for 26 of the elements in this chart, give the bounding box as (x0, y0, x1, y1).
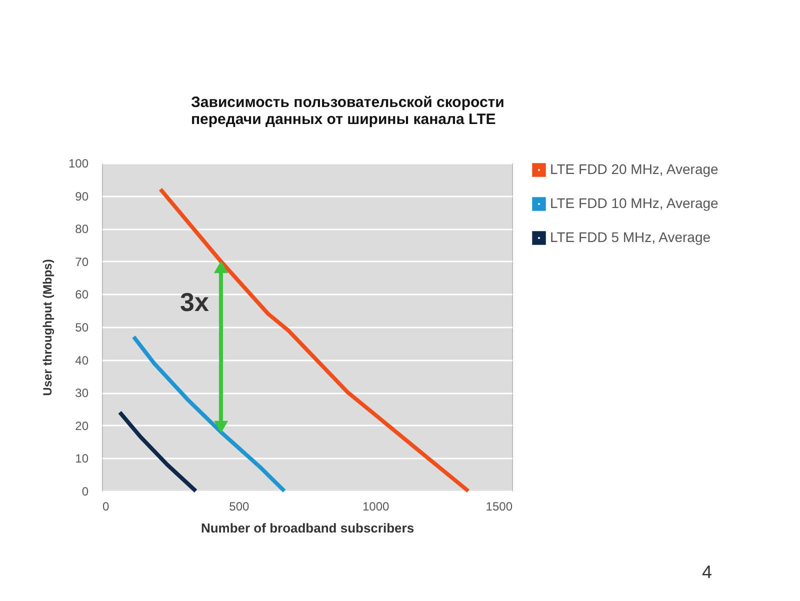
y-tick-label: 70 (75, 254, 89, 269)
legend-label: LTE FDD 10 MHz, Average (550, 195, 719, 211)
y-axis-title: User throughput (Mbps) (40, 259, 54, 396)
chart-title: Зависимость пользовательской скорости передачи данных от ширины канала LTE (190, 94, 504, 128)
y-tick-label: 100 (68, 156, 89, 170)
y-tick-label: 20 (75, 418, 89, 433)
legend-label: LTE FDD 5 MHz, Average (550, 229, 711, 245)
y-tick-label: 10 (75, 452, 89, 466)
x-tick-label: 500 (229, 500, 250, 514)
line-series (158, 187, 470, 493)
y-tick-label: 0 (82, 484, 89, 498)
y-tick-label: 30 (75, 386, 89, 400)
y-tick-label: 90 (75, 189, 89, 204)
x-tick-label: 0 (102, 500, 110, 514)
x-tick-label: 1500 (486, 500, 513, 514)
legend-label: LTE FDD 20 MHz, Average (550, 161, 719, 177)
line-series (132, 334, 286, 493)
line-series (118, 410, 198, 493)
text: 4 (702, 562, 712, 582)
y-tick-label: 40 (75, 353, 89, 368)
y-tick-label: 80 (75, 222, 89, 236)
y-tick-label: 50 (75, 320, 89, 334)
x-tick-label: 1000 (362, 500, 390, 514)
x-axis-title: Number of broadband subscribers (200, 520, 414, 536)
y-tick-label: 60 (75, 288, 89, 302)
annotation: 3x (180, 287, 210, 317)
